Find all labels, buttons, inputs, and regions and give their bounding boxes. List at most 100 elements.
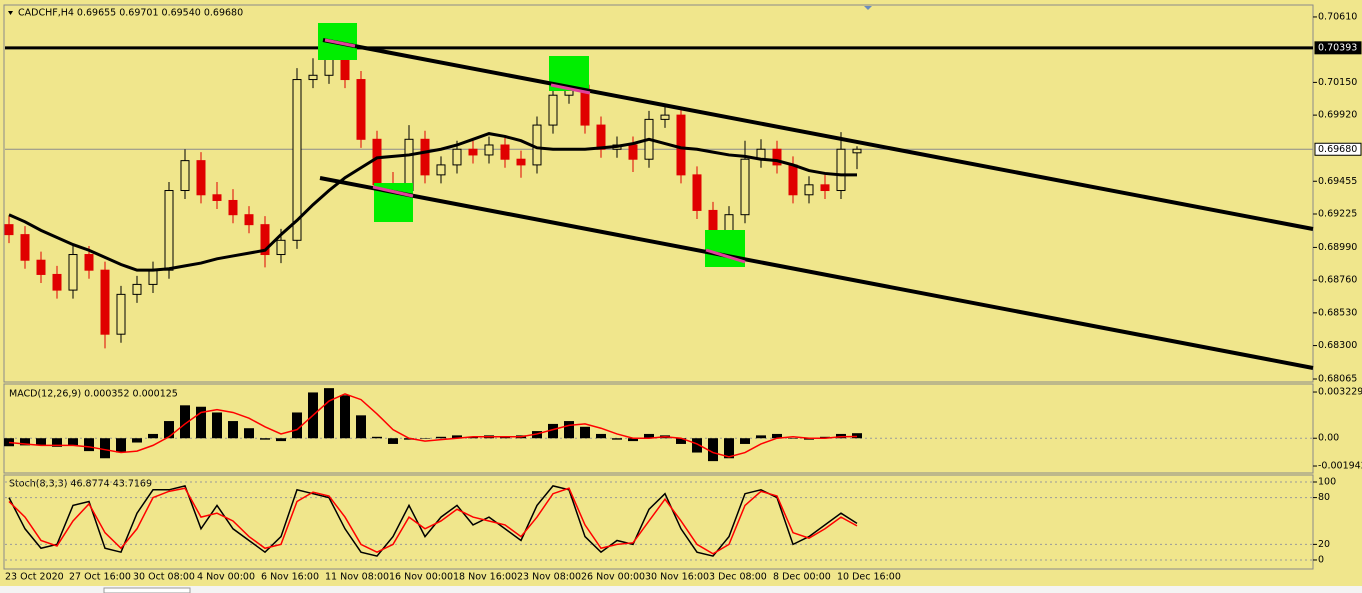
y-tick-label: 0.68300 <box>1318 340 1357 351</box>
candle-body <box>740 158 750 216</box>
y-tick-label: 0.69455 <box>1318 176 1357 187</box>
y-tick-label: 0.003229 <box>1318 387 1362 398</box>
macd-bar <box>228 421 238 439</box>
macd-bar <box>564 421 574 439</box>
candle-body <box>820 184 830 192</box>
x-tick-label: 3 Dec 08:00 <box>709 572 767 583</box>
chart-title: CADCHF,H4 0.69655 0.69701 0.69540 0.6968… <box>18 8 243 19</box>
marker-segment <box>705 248 746 264</box>
y-tick-label: 0.69920 <box>1318 110 1357 121</box>
macd-bar <box>36 438 46 446</box>
macd-bar <box>452 435 462 439</box>
macd-bar <box>68 438 78 446</box>
candle-body <box>420 138 430 176</box>
indicator-line <box>8 393 858 458</box>
x-tick-label: 4 Nov 00:00 <box>197 572 255 583</box>
y-tick-label: 100 <box>1318 477 1336 488</box>
candle-body <box>500 144 510 160</box>
macd-bar <box>84 438 94 452</box>
candle-body <box>20 234 30 261</box>
macd-bar <box>340 395 350 439</box>
macd-bar <box>212 412 222 439</box>
candle-body <box>548 94 558 126</box>
candle-body <box>852 148 862 154</box>
macd-bar <box>260 438 270 440</box>
tab-bar <box>0 586 1362 593</box>
candle-body <box>148 269 158 285</box>
candle-body <box>212 194 222 201</box>
candle-body <box>372 138 382 186</box>
macd-bar <box>580 426 590 439</box>
y-tick-label: 0.68065 <box>1318 374 1357 385</box>
candle-body <box>484 144 494 156</box>
candle-body <box>836 148 846 192</box>
x-tick-label: 10 Dec 16:00 <box>837 572 901 583</box>
macd-bar <box>292 412 302 439</box>
candle-body <box>452 148 462 166</box>
candle-body <box>356 79 366 140</box>
stoch-label: Stoch(8,3,3) 46.8774 43.7169 <box>9 479 152 490</box>
candle-body <box>244 214 254 226</box>
candle-body <box>100 269 110 335</box>
candle-body <box>180 160 190 192</box>
x-tick-label: 11 Nov 08:00 <box>325 572 389 583</box>
candle-body <box>468 148 478 156</box>
price-label: 0.70393 <box>1318 42 1357 53</box>
marker-segment <box>372 185 414 198</box>
trend-line <box>319 176 1314 370</box>
macd-bar <box>612 438 622 440</box>
trend-line <box>322 38 1314 231</box>
y-tick-label: 0.00 <box>1318 433 1339 444</box>
macd-bar <box>740 438 750 444</box>
macd-bar <box>388 438 398 444</box>
candle-body <box>660 114 670 120</box>
x-tick-label: 30 Nov 16:00 <box>645 572 709 583</box>
macd-bar <box>772 433 782 439</box>
macd-bar <box>548 423 558 439</box>
candle-body <box>132 283 142 295</box>
macd-bar <box>324 388 334 439</box>
macd-bar <box>356 415 366 439</box>
y-tick-label: 20 <box>1318 539 1330 550</box>
y-tick-label: 0 <box>1318 554 1324 565</box>
stoch-panel <box>3 474 1314 570</box>
macd-bar <box>276 438 286 442</box>
candle-body <box>116 293 126 335</box>
menu-arrow[interactable] <box>8 11 13 15</box>
macd-bar <box>116 438 126 453</box>
candle-body <box>164 190 174 271</box>
candle-body <box>628 144 638 160</box>
y-tick-label: 0.69225 <box>1318 208 1357 219</box>
macd-bar <box>52 438 62 447</box>
macd-bar <box>788 438 798 439</box>
tab[interactable] <box>103 587 191 593</box>
macd-bar <box>180 405 190 439</box>
macd-bar <box>148 433 158 439</box>
candle-body <box>404 138 414 192</box>
candle-body <box>516 158 526 166</box>
x-tick-label: 23 Nov 08:00 <box>517 572 581 583</box>
main-panel <box>3 4 1314 383</box>
candle-body <box>36 259 46 275</box>
indicator-line <box>8 487 858 555</box>
y-tick-label: 0.68760 <box>1318 275 1357 286</box>
macd-bar <box>596 433 606 439</box>
y-tick-label: -0.001942 <box>1318 461 1362 472</box>
macd-bar <box>644 433 654 439</box>
y-tick-label: 80 <box>1318 492 1330 503</box>
macd-bar <box>420 438 430 439</box>
annotations <box>318 23 1314 370</box>
marker-segment <box>550 83 591 95</box>
x-tick-label: 27 Oct 16:00 <box>69 572 131 583</box>
x-tick-label: 18 Nov 16:00 <box>453 572 517 583</box>
y-tick-label: 0.70610 <box>1318 11 1357 22</box>
macd-bar <box>708 438 718 462</box>
macd-bar <box>676 438 686 444</box>
candle-body <box>68 254 78 291</box>
axis-labels: 0.70610 0.70150 0.69920 0.69455 0.69225 0.689… <box>5 11 1362 582</box>
candle-body <box>84 254 94 271</box>
candle-body <box>4 224 14 236</box>
price-label-box <box>1314 142 1362 156</box>
price-label-box <box>1314 41 1362 55</box>
